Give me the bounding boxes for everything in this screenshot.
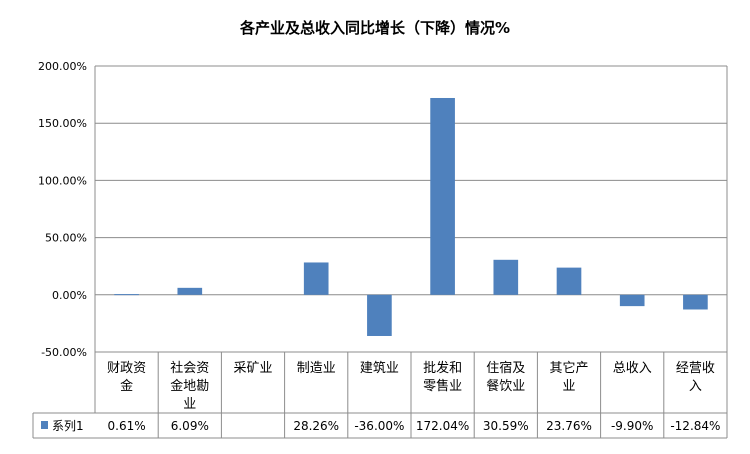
y-tick-label: 50.00% (45, 232, 87, 245)
category-label: 批发和零售业 (423, 360, 462, 394)
category-label: 经营收入 (676, 361, 715, 394)
bar (367, 294, 392, 336)
bar (177, 287, 203, 295)
table-value-cell: 0.61% (108, 419, 146, 433)
category-label: 社会资金地勘业 (170, 360, 209, 412)
bar (619, 294, 645, 307)
y-tick-label: 100.00% (38, 174, 87, 187)
table-value-cell: 6.09% (171, 419, 209, 433)
bars (114, 97, 708, 336)
bar (556, 267, 582, 295)
bar (683, 294, 708, 310)
category-label: 采矿业 (233, 361, 272, 376)
bar (114, 294, 139, 296)
bar (493, 259, 519, 295)
table-value-cell: 172.04% (416, 419, 469, 433)
y-tick-label: 0.00% (52, 289, 87, 302)
table-value-cell: 30.59% (483, 419, 529, 433)
legend-swatch (41, 421, 48, 429)
category-label: 制造业 (297, 361, 336, 376)
y-axis-ticks: 200.00% 150.00% 100.00% 50.00% 0.00% -50.00% (38, 60, 87, 359)
category-label: 建筑业 (360, 360, 399, 376)
y-tick-label: 200.00% (38, 60, 87, 73)
y-tick-label: -50.00% (41, 346, 87, 359)
table-value-cell: 28.26% (293, 419, 339, 433)
table-value-cell: -12.84% (670, 419, 720, 433)
category-label: 总收入 (613, 361, 652, 376)
table-value-cell: -9.90% (611, 419, 653, 433)
chart-title: 各产业及总收入同比增长（下降）情况% (239, 19, 510, 37)
table-value-cell: -36.00% (354, 419, 404, 433)
y-tick-label: 150.00% (38, 117, 87, 130)
bar (303, 262, 329, 295)
category-label: 其它产业 (549, 360, 588, 394)
bar (430, 97, 455, 295)
category-label: 住宿及餐饮业 (486, 360, 525, 394)
legend-series-name: 系列1 (52, 419, 84, 433)
category-label: 财政资金 (107, 361, 146, 394)
table-value-cell: 23.76% (546, 419, 592, 433)
